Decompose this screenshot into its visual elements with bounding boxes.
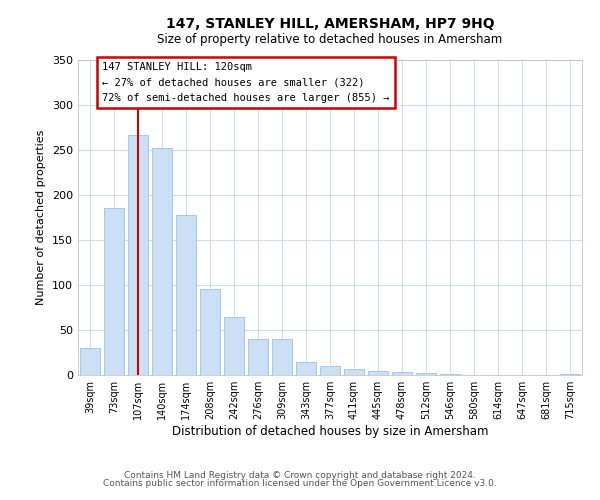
Bar [128,134,148,375]
Bar [344,368,364,375]
Text: 147, STANLEY HILL, AMERSHAM, HP7 9HQ: 147, STANLEY HILL, AMERSHAM, HP7 9HQ [166,18,494,32]
X-axis label: Distribution of detached houses by size in Amersham: Distribution of detached houses by size … [172,425,488,438]
Bar [272,339,292,375]
Bar [80,348,100,375]
Bar [368,372,388,375]
Bar [392,372,412,375]
Bar [416,373,436,375]
Text: Contains public sector information licensed under the Open Government Licence v3: Contains public sector information licen… [103,478,497,488]
Bar [200,288,220,375]
Text: 147 STANLEY HILL: 120sqm
← 27% of detached houses are smaller (322)
72% of semi-: 147 STANLEY HILL: 120sqm ← 27% of detach… [102,62,389,103]
Bar [224,316,244,375]
Bar [440,374,460,375]
Bar [176,215,196,375]
Bar [152,148,172,375]
Y-axis label: Number of detached properties: Number of detached properties [37,130,46,305]
Bar [248,339,268,375]
Text: Contains HM Land Registry data © Crown copyright and database right 2024.: Contains HM Land Registry data © Crown c… [124,471,476,480]
Bar [296,362,316,375]
Bar [104,208,124,375]
Bar [320,366,340,375]
Text: Size of property relative to detached houses in Amersham: Size of property relative to detached ho… [157,32,503,46]
Bar [560,374,580,375]
